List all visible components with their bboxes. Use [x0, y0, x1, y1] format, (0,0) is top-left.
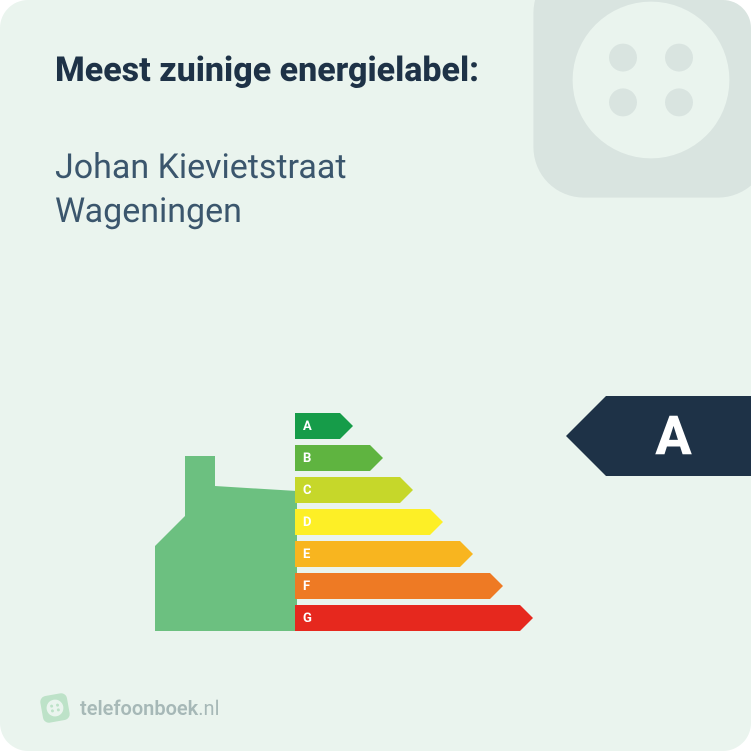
energy-bar-g: G: [295, 605, 533, 631]
address-line-2: Wageningen: [55, 189, 696, 233]
energy-bar-a: A: [295, 413, 353, 439]
rating-badge: A: [566, 396, 751, 476]
chevron-right-icon: [520, 605, 533, 631]
chevron-right-icon: [430, 509, 443, 535]
brand-name: telefoonboek: [80, 696, 198, 720]
chevron-right-icon: [400, 477, 413, 503]
energy-bar-label: B: [295, 445, 370, 471]
energy-bar-label: F: [295, 573, 490, 599]
chevron-right-icon: [370, 445, 383, 471]
energy-bar-label: E: [295, 541, 460, 567]
address-line-1: Johan Kievietstraat: [55, 145, 696, 189]
brand-icon: [38, 691, 73, 726]
energy-bar-label: A: [295, 413, 340, 439]
chevron-right-icon: [340, 413, 353, 439]
badge-arrow-tip: [566, 396, 606, 476]
rating-letter: A: [606, 396, 751, 476]
energy-bar-f: F: [295, 573, 503, 599]
energy-bar-d: D: [295, 509, 443, 535]
energy-label-card: Meest zuinige energielabel: Johan Kievie…: [0, 0, 751, 751]
energy-bar-label: D: [295, 509, 430, 535]
page-title: Meest zuinige energielabel:: [55, 50, 696, 90]
energy-bar-b: B: [295, 445, 383, 471]
chevron-right-icon: [460, 541, 473, 567]
brand-ext: .nl: [198, 696, 219, 720]
energy-bar-c: C: [295, 477, 413, 503]
footer-brand: telefoonboek.nl: [40, 693, 219, 723]
energy-bar-label: G: [295, 605, 520, 631]
energy-chart: ABCDEFG A: [0, 381, 751, 661]
brand-text: telefoonboek.nl: [80, 696, 219, 720]
chevron-right-icon: [490, 573, 503, 599]
energy-bar-label: C: [295, 477, 400, 503]
energy-bar-e: E: [295, 541, 473, 567]
address-block: Johan Kievietstraat Wageningen: [55, 145, 696, 233]
